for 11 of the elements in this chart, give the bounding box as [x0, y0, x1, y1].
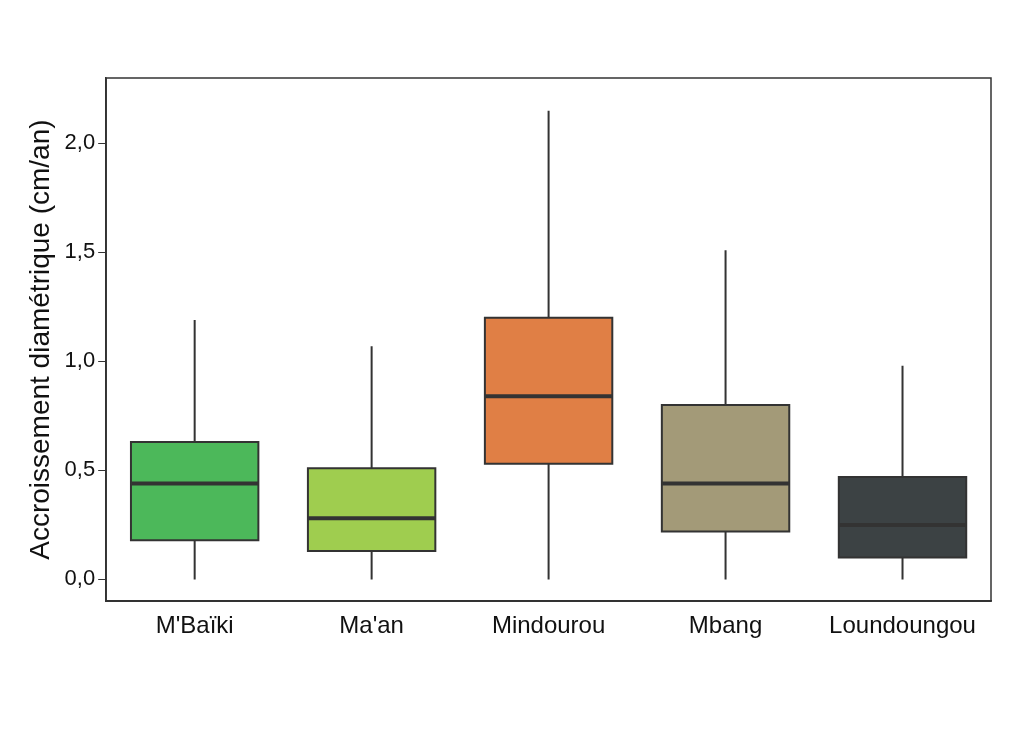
y-tick-label: 1,0: [64, 347, 96, 373]
y-tick-label: 1,5: [64, 238, 96, 264]
y-tick-label: 0,0: [64, 565, 96, 591]
y-tick-label: 0,5: [64, 456, 96, 482]
x-tick-label: Mindourou: [491, 611, 606, 639]
x-tick-label: Ma'an: [339, 611, 404, 639]
x-tick-label: Mbang: [688, 611, 763, 639]
x-tick-label: M'Baïki: [155, 611, 234, 639]
x-tick-label: Loundoungou: [829, 611, 976, 639]
y-tick-label: 2,0: [64, 129, 96, 155]
y-axis-title: Accroissement diamétrique (cm/an): [23, 119, 55, 560]
